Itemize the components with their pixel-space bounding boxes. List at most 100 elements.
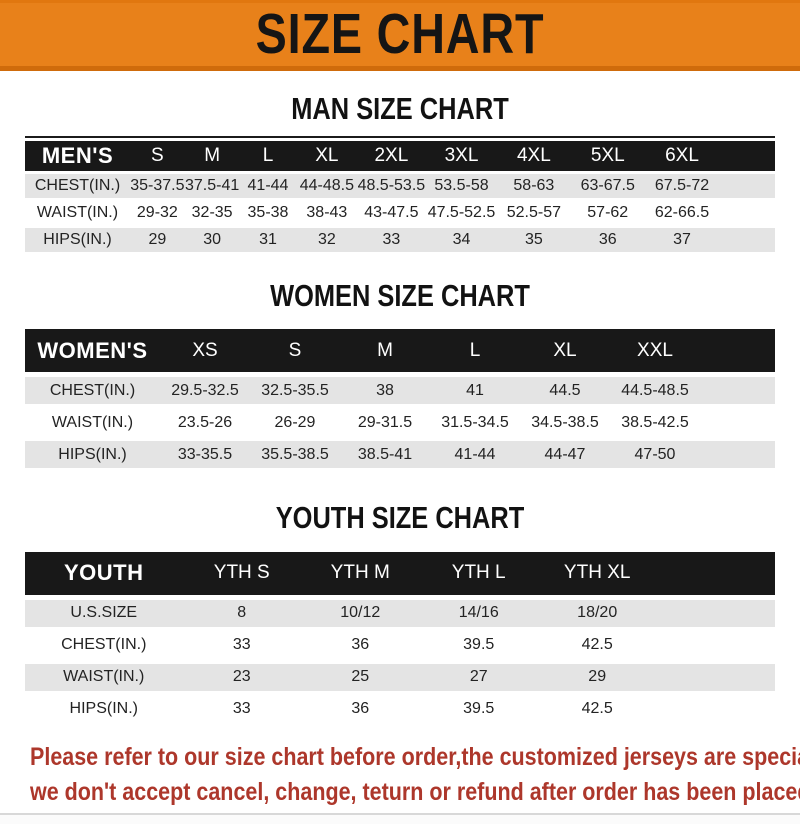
banner-title: SIZE CHART xyxy=(255,2,545,66)
value-cell: 10/12 xyxy=(300,599,420,627)
women-size-table: WOMEN'S XS S M L XL XXL CHEST(IN.) 29.5-32.5 32.5… xyxy=(25,324,775,473)
men-section-title: MAN SIZE CHART xyxy=(291,91,509,126)
value-cell: 34.5-38.5 xyxy=(520,409,610,437)
value-cell: 39.5 xyxy=(419,631,538,659)
youth-table-body: YOUTH YTH S YTH M YTH L YTH XL U.S.SIZE 8 10/12… xyxy=(25,551,775,723)
value-cell: 30 xyxy=(184,227,240,252)
measure-label-cell: WAIST(IN.) xyxy=(25,409,160,437)
value-cell: 32 xyxy=(296,227,358,252)
value-cell: 62-66.5 xyxy=(645,200,719,225)
measure-label-cell: CHEST(IN.) xyxy=(25,173,130,198)
value-cell: 31.5-34.5 xyxy=(430,409,520,437)
value-cell: 44.5-48.5 xyxy=(610,377,700,405)
value-cell: 47-50 xyxy=(610,441,700,469)
table-data-row: HIPS(IN.) 29 30 31 32 33 34 35 36 37 xyxy=(25,227,775,252)
filler-cell xyxy=(700,409,775,437)
size-label-cell: YTH XL xyxy=(537,551,657,595)
filler-cell xyxy=(700,441,775,469)
table-data-row: HIPS(IN.) 33-35.5 35.5-38.5 38.5-41 41-44 44-… xyxy=(25,441,775,469)
notice-line-2: we don't accept cancel, change, teturn o… xyxy=(30,777,800,806)
size-label-cell: L xyxy=(430,329,520,373)
value-cell: 34 xyxy=(425,227,498,252)
value-cell: 67.5-72 xyxy=(645,173,719,198)
size-label-cell: XS xyxy=(160,329,250,373)
value-cell: 26-29 xyxy=(250,409,340,437)
banner: SIZE CHART xyxy=(0,0,800,71)
value-cell: 29-32 xyxy=(130,200,185,225)
bottom-strip xyxy=(0,812,800,824)
value-cell: 35-38 xyxy=(239,200,297,225)
filler-cell xyxy=(656,551,775,595)
value-cell: 29 xyxy=(537,663,657,691)
value-cell: 27 xyxy=(419,663,538,691)
value-cell: 38-43 xyxy=(296,200,358,225)
value-cell: 29-31.5 xyxy=(340,409,430,437)
table-name-cell: YOUTH xyxy=(25,551,183,595)
value-cell: 53.5-58 xyxy=(425,173,498,198)
value-cell: 42.5 xyxy=(537,631,657,659)
size-label-cell: 3XL xyxy=(425,140,498,171)
size-label-cell: M xyxy=(184,140,240,171)
value-cell: 63-67.5 xyxy=(570,173,646,198)
table-data-row: CHEST(IN.) 35-37.5 37.5-41 41-44 44-48.5 48.5… xyxy=(25,173,775,198)
size-label-cell: 5XL xyxy=(570,140,646,171)
value-cell: 36 xyxy=(300,695,420,723)
value-cell: 43-47.5 xyxy=(357,200,426,225)
table-header-row: WOMEN'S XS S M L XL XXL xyxy=(25,329,775,373)
value-cell: 39.5 xyxy=(419,695,538,723)
filler-cell xyxy=(700,377,775,405)
value-cell: 38 xyxy=(340,377,430,405)
value-cell: 33 xyxy=(357,227,426,252)
size-label-cell: S xyxy=(250,329,340,373)
measure-label-cell: CHEST(IN.) xyxy=(25,631,183,659)
value-cell: 36 xyxy=(300,631,420,659)
filler-cell xyxy=(656,663,775,691)
size-label-cell: 2XL xyxy=(357,140,426,171)
value-cell: 33 xyxy=(182,631,301,659)
value-cell: 29 xyxy=(130,227,185,252)
value-cell: 32-35 xyxy=(184,200,240,225)
youth-size-table: YOUTH YTH S YTH M YTH L YTH XL U.S.SIZE 8 10/12… xyxy=(25,547,775,728)
table-data-row: CHEST(IN.) 29.5-32.5 32.5-35.5 38 41 44.5 44.5… xyxy=(25,377,775,405)
value-cell: 48.5-53.5 xyxy=(357,173,426,198)
value-cell: 41 xyxy=(430,377,520,405)
value-cell: 41-44 xyxy=(430,441,520,469)
value-cell: 8 xyxy=(182,599,301,627)
measure-label-cell: WAIST(IN.) xyxy=(25,663,183,691)
filler-cell xyxy=(656,631,775,659)
value-cell: 23 xyxy=(182,663,301,691)
footer-notice: Please refer to our size chart before or… xyxy=(30,743,800,806)
size-label-cell: M xyxy=(340,329,430,373)
value-cell: 14/16 xyxy=(419,599,538,627)
value-cell: 23.5-26 xyxy=(160,409,250,437)
measure-label-cell: HIPS(IN.) xyxy=(25,441,160,469)
value-cell: 44-48.5 xyxy=(296,173,358,198)
value-cell: 38.5-42.5 xyxy=(610,409,700,437)
table-header-row: YOUTH YTH S YTH M YTH L YTH XL xyxy=(25,551,775,595)
table-data-row: WAIST(IN.) 23 25 27 29 xyxy=(25,663,775,691)
women-section-title: WOMEN SIZE CHART xyxy=(270,277,530,313)
value-cell: 33 xyxy=(182,695,301,723)
measure-label-cell: U.S.SIZE xyxy=(25,599,183,627)
men-section: MAN SIZE CHART MEN'S S M L XL 2XL 3XL 4XL 5XL 6XL… xyxy=(0,91,800,255)
value-cell: 44.5 xyxy=(520,377,610,405)
women-section: WOMEN SIZE CHART WOMEN'S XS S M L XL XXL CHEST(… xyxy=(0,278,800,474)
size-label-cell: 6XL xyxy=(645,140,719,171)
value-cell: 37 xyxy=(645,227,719,252)
filler-cell xyxy=(656,599,775,627)
value-cell: 44-47 xyxy=(520,441,610,469)
size-label-cell: 4XL xyxy=(497,140,571,171)
measure-label-cell: HIPS(IN.) xyxy=(25,227,130,252)
value-cell: 37.5-41 xyxy=(184,173,240,198)
value-cell: 25 xyxy=(300,663,420,691)
table-data-row: WAIST(IN.) 23.5-26 26-29 29-31.5 31.5-34.5 34… xyxy=(25,409,775,437)
measure-label-cell: WAIST(IN.) xyxy=(25,200,130,225)
measure-label-cell: HIPS(IN.) xyxy=(25,695,183,723)
filler-cell xyxy=(718,140,775,171)
value-cell: 32.5-35.5 xyxy=(250,377,340,405)
value-cell: 47.5-52.5 xyxy=(425,200,498,225)
size-label-cell: XXL xyxy=(610,329,700,373)
table-data-row: HIPS(IN.) 33 36 39.5 42.5 xyxy=(25,695,775,723)
value-cell: 58-63 xyxy=(497,173,571,198)
